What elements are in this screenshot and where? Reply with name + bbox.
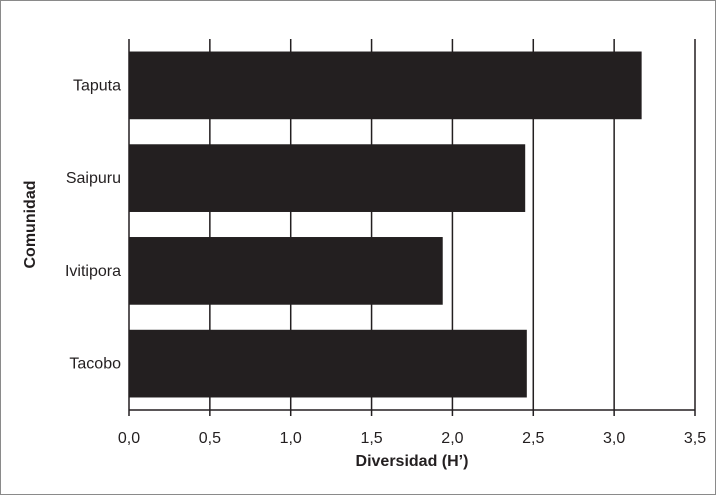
bars — [129, 51, 642, 398]
category-label: Saipuru — [66, 170, 121, 187]
category-label: Taputa — [73, 77, 121, 94]
labels: 0,0 0,5 1,0 1,5 2,0 2,5 3,0 3,5 Taputa Saipuru Ivi… — [65, 77, 706, 447]
x-tick-label: 3,5 — [684, 430, 706, 447]
x-tick-label: 0,0 — [118, 430, 140, 447]
x-tick-label: 2,0 — [441, 430, 463, 447]
category-label: Tacobo — [69, 356, 121, 373]
y-axis-title: Comunidad — [22, 181, 39, 269]
bar — [129, 51, 642, 120]
x-tick-label: 0,5 — [199, 430, 221, 447]
bar — [129, 144, 526, 212]
x-tick-label: 1,5 — [360, 430, 382, 447]
bar — [129, 329, 527, 398]
category-label: Ivitipora — [65, 263, 121, 280]
bar — [129, 237, 443, 305]
x-axis-title: Diversidad (H’) — [356, 453, 469, 470]
x-tick-label: 3,0 — [603, 430, 625, 447]
x-tick-label: 2,5 — [522, 430, 544, 447]
x-tick-label: 1,0 — [280, 430, 302, 447]
